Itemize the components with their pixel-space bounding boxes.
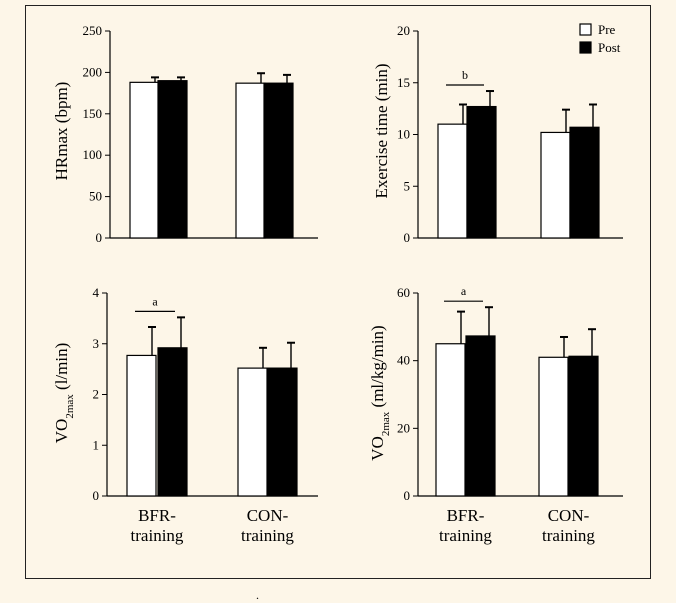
chart-panel-2: 0 5 10 15 20 Exercise time (min) b Pre Post: [372, 22, 623, 245]
y-tick-label: 0: [404, 230, 411, 245]
y-tick-label: 150: [83, 106, 103, 121]
y-axis-label-unit: (l/min): [52, 343, 71, 394]
bar-post: [157, 347, 188, 497]
y-tick-label: 50: [89, 189, 102, 204]
bar-pre: [538, 356, 569, 497]
y-tick-label: 4: [93, 285, 100, 300]
y-tick-label: 0: [404, 488, 411, 503]
y-axis-label: VO2max (ml/kg/min): [368, 325, 392, 460]
y-axis-label-main: VO: [368, 436, 387, 461]
y-tick-label: 0: [93, 488, 100, 503]
bar-pre: [237, 367, 268, 497]
bar-post: [568, 355, 599, 497]
y-tick-label: 60: [397, 285, 410, 300]
footer-mark: .: [256, 588, 259, 602]
bar-post: [157, 80, 188, 239]
y-tick-label: 3: [93, 336, 100, 351]
bar-pre: [129, 81, 160, 239]
y-tick-label: 250: [83, 23, 103, 38]
bar-pre: [235, 82, 266, 239]
significance-label: a: [152, 294, 158, 308]
y-tick-label: 1: [93, 437, 100, 452]
y-axis-label: Exercise time (min): [372, 63, 391, 198]
bar-post: [466, 105, 497, 239]
y-tick-label: 15: [397, 75, 410, 90]
bar-post: [569, 126, 600, 239]
y-tick-label: 20: [397, 420, 410, 435]
bar-post: [465, 335, 496, 497]
y-tick-label: 40: [397, 353, 410, 368]
significance-label: a: [461, 284, 467, 298]
category-label: CON-: [548, 506, 590, 525]
category-label: training: [542, 526, 595, 545]
y-axis-label-subscript: 2max: [380, 411, 392, 436]
category-label: BFR-: [447, 506, 485, 525]
legend-swatch-pre: [579, 23, 592, 36]
chart-panel-1: 0 50 100 150 200 250 HRmax (bpm): [52, 23, 318, 245]
y-tick-label: 10: [397, 127, 410, 142]
legend-swatch-post: [579, 41, 592, 54]
category-label: training: [131, 526, 184, 545]
y-axis-label: VO2max (l/min): [52, 343, 76, 443]
y-axis-label-unit: (ml/kg/min): [368, 325, 387, 411]
legend-label-post: Post: [598, 40, 621, 55]
y-tick-label: 2: [93, 387, 100, 402]
category-label: BFR-: [138, 506, 176, 525]
category-label: CON-: [247, 506, 289, 525]
bar-pre: [437, 123, 468, 239]
legend-label-pre: Pre: [598, 22, 616, 37]
bar-pre: [435, 343, 466, 497]
y-axis-label: HRmax (bpm): [52, 82, 71, 181]
bar-post: [267, 367, 298, 497]
bar-pre: [126, 354, 157, 497]
category-label: training: [439, 526, 492, 545]
y-tick-label: 0: [96, 230, 103, 245]
y-axis-label-subscript: 2max: [64, 394, 76, 419]
y-tick-label: 5: [404, 178, 411, 193]
y-tick-label: 100: [83, 147, 103, 162]
y-tick-label: 200: [83, 64, 103, 79]
significance-label: b: [462, 68, 468, 82]
bar-pre: [540, 131, 571, 239]
bar-post: [263, 82, 294, 239]
y-axis-label-main: VO: [52, 419, 71, 444]
category-label: training: [241, 526, 294, 545]
y-tick-label: 20: [397, 23, 410, 38]
